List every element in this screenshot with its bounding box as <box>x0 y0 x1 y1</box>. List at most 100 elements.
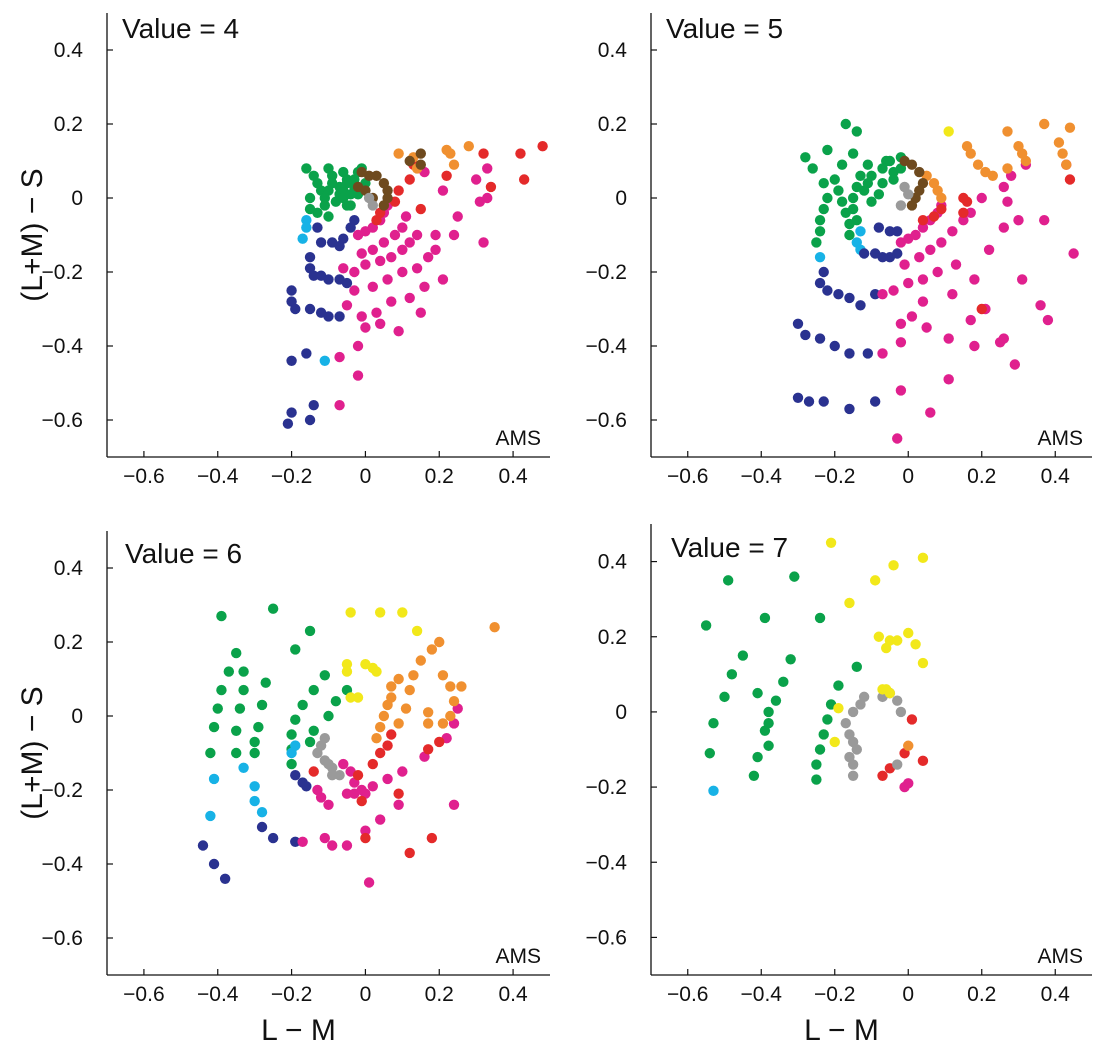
scatter-point-magenta <box>969 274 980 285</box>
scatter-point-yellow <box>341 666 353 677</box>
scatter-point-green <box>319 670 331 681</box>
scatter-point-green <box>844 229 855 241</box>
scatter-point-navy <box>197 840 209 851</box>
scatter-point-magenta <box>367 244 378 255</box>
scatter-point-navy <box>282 418 294 429</box>
scatter-point-magenta <box>998 333 1009 344</box>
x-tick-label: −0.6 <box>123 983 164 1006</box>
scatter-point-magenta <box>888 285 899 296</box>
scatter-point-yellow <box>873 631 885 642</box>
scatter-point-red <box>374 747 386 759</box>
scatter-point-magenta <box>360 259 371 270</box>
x-axis-label: L − M <box>261 1014 336 1044</box>
scatter-point-orange <box>393 673 404 685</box>
scatter-point-yellow <box>371 666 382 677</box>
scatter-point-navy <box>290 303 301 315</box>
scatter-point-orange <box>456 681 467 692</box>
scatter-point-navy <box>267 832 279 844</box>
scatter-point-magenta <box>917 222 929 233</box>
scatter-point-green <box>330 696 342 707</box>
scatter-point-navy <box>873 222 885 233</box>
scatter-point-magenta <box>415 307 426 318</box>
scatter-point-orange <box>445 681 456 692</box>
scatter-point-navy <box>803 396 815 407</box>
scatter-point-gray <box>319 733 331 744</box>
scatter-point-magenta <box>895 385 907 396</box>
scatter-point-magenta <box>382 773 393 785</box>
scatter-point-green <box>866 196 877 207</box>
scatter-point-magenta <box>356 248 367 259</box>
scatter-point-magenta <box>478 237 489 248</box>
x-tick-label: −0.2 <box>814 465 855 488</box>
scatter-point-green <box>763 717 774 729</box>
scatter-point-navy <box>304 414 316 426</box>
scatter-point-green <box>822 144 833 156</box>
scatter-point-gray <box>895 200 907 211</box>
scatter-point-magenta <box>404 237 415 248</box>
scatter-point-yellow <box>411 625 423 637</box>
scatter-point-brown <box>382 185 393 196</box>
scatter-point-navy <box>844 292 855 304</box>
scatter-point-magenta <box>470 174 482 185</box>
scatter-point-gray <box>847 770 859 782</box>
scatter-point-yellow <box>884 635 896 646</box>
scatter-point-navy <box>833 289 844 300</box>
scatter-point-green <box>763 740 774 751</box>
y-tick-label: −0.2 <box>42 779 83 802</box>
scatter-point-magenta <box>334 400 345 411</box>
y-tick-label: 0.2 <box>598 113 627 136</box>
scatter-point-green <box>884 155 896 167</box>
scatter-point-magenta <box>389 229 401 241</box>
scatter-point-navy <box>862 348 874 359</box>
scatter-point-green <box>216 684 227 696</box>
scatter-point-orange <box>378 710 390 722</box>
scatter-point-red <box>917 755 929 766</box>
scatter-point-orange <box>972 159 984 170</box>
scatter-point-red <box>1064 174 1076 185</box>
scatter-point-navy <box>286 407 297 418</box>
y-tick-label: 0 <box>71 705 83 728</box>
scatter-point-magenta <box>895 337 907 348</box>
scatter-point-green <box>267 603 279 614</box>
scatter-point-cyan <box>708 785 719 797</box>
scatter-point-magenta <box>437 274 449 285</box>
x-tick-label: −0.4 <box>741 465 783 488</box>
scatter-point-yellow <box>829 736 840 748</box>
scatter-point-green <box>836 159 848 170</box>
scatter-point-green <box>752 687 763 699</box>
scatter-point-green <box>759 612 771 624</box>
scatter-point-green <box>789 571 800 582</box>
panel-value-5: −0.6 −0.6 −0.4 −0.4 −0.2 −0.2 0 0 0.2 0.2 0.4 0.4 Va… <box>586 13 1092 488</box>
scatter-point-orange <box>415 655 426 666</box>
scatter-point-orange <box>965 148 976 159</box>
scatter-point-green <box>290 714 301 725</box>
scatter-point-red <box>393 788 404 799</box>
x-axis-label: L − M <box>804 1014 879 1044</box>
scatter-point-magenta <box>917 296 929 307</box>
scatter-point-magenta <box>892 433 903 444</box>
scatter-point-gray <box>367 200 378 211</box>
scatter-point-green <box>308 684 319 696</box>
watermark-label: AMS <box>1037 945 1083 968</box>
scatter-point-navy <box>341 277 353 289</box>
scatter-point-orange <box>437 670 449 681</box>
scatter-point-magenta <box>334 351 345 363</box>
scatter-point-magenta <box>393 326 404 337</box>
scatter-point-navy <box>892 248 903 259</box>
scatter-point-green <box>829 174 840 185</box>
scatter-point-magenta <box>437 185 449 196</box>
scatter-point-gray <box>844 729 855 740</box>
y-tick-label: 0.4 <box>598 39 628 62</box>
scatter-point-navy <box>800 329 811 341</box>
scatter-point-magenta <box>925 244 936 255</box>
y-tick-label: −0.2 <box>586 261 627 284</box>
scatter-point-green <box>238 666 249 677</box>
scatter-point-green <box>231 725 242 736</box>
scatter-point-magenta <box>363 877 375 888</box>
x-tick-label: −0.6 <box>667 465 708 488</box>
scatter-point-magenta <box>482 192 493 204</box>
x-tick-label: −0.4 <box>197 465 239 488</box>
scatter-point-brown <box>415 159 426 170</box>
scatter-point-green <box>822 192 833 204</box>
scatter-point-green <box>704 748 715 759</box>
